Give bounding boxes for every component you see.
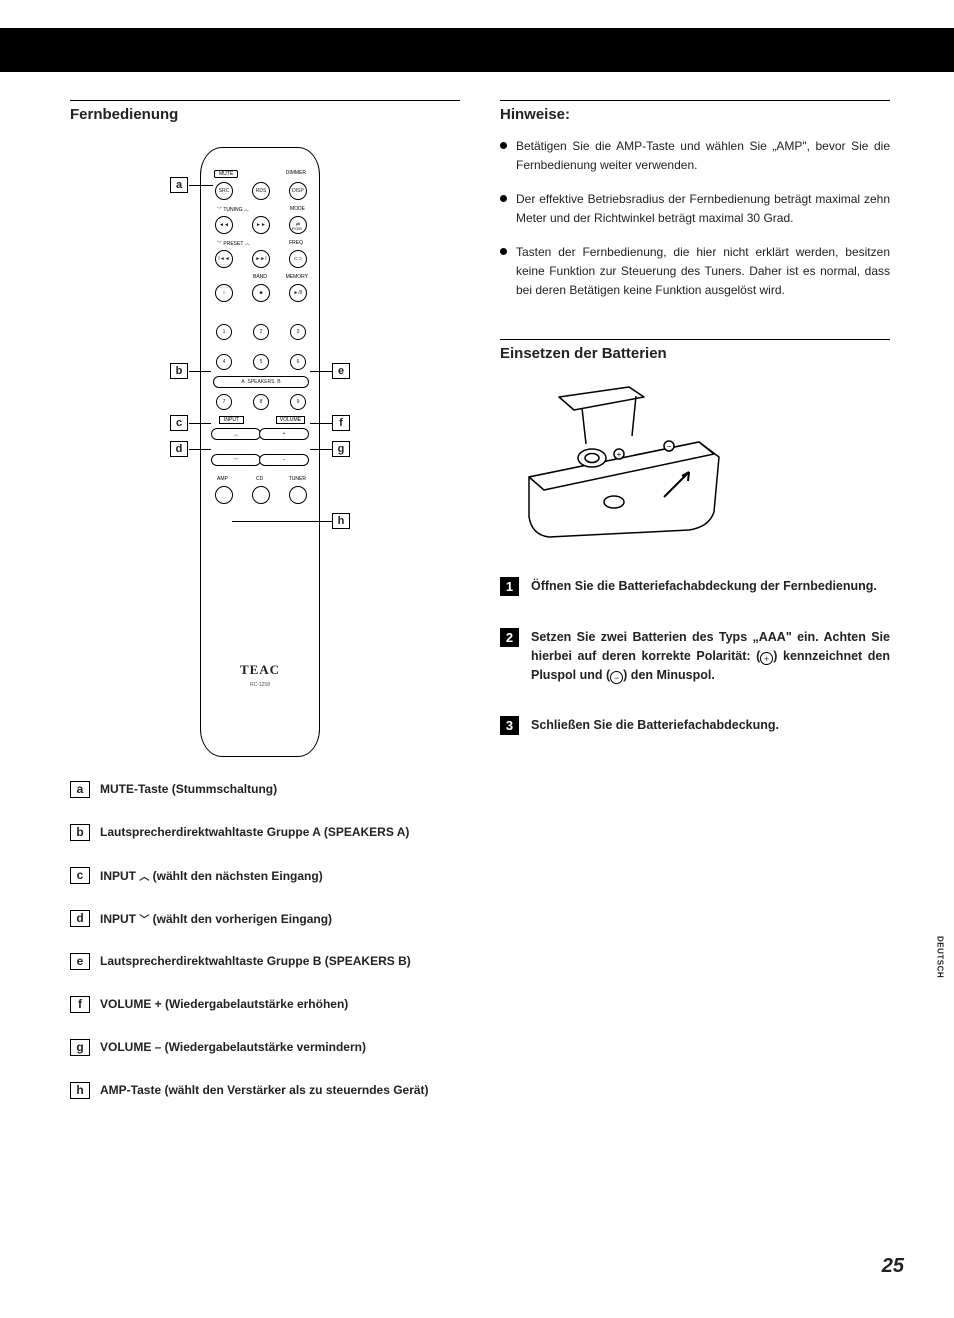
btn-2: 2 (253, 324, 269, 340)
notes-list: Betätigen Sie die AMP-Taste und wählen S… (500, 137, 890, 299)
step-text: Setzen Sie zwei Batterien des Typs „AAA"… (531, 628, 890, 684)
legend-key: b (70, 824, 90, 841)
remote-body: MUTE DIMMER SRC RDS DISP ﹀ TUNING ︿ MODE… (200, 147, 320, 757)
btn-freq: ⊂⊃ (289, 250, 307, 268)
remote-figure: MUTE DIMMER SRC RDS DISP ﹀ TUNING ︿ MODE… (70, 137, 450, 777)
remote-brand: TEAC (201, 662, 319, 678)
legend-item: e Lautsprecherdirektwahltaste Gruppe B (… (70, 953, 460, 970)
section-title-left: Fernbedienung (70, 100, 460, 123)
legend-text: VOLUME + (Wiedergabelautstärke erhöhen) (100, 996, 348, 1011)
btn-stop: ■ (252, 284, 270, 302)
battery-title: Einsetzen der Batterien (500, 339, 890, 362)
legend-item: g VOLUME – (Wiedergabelautstärke vermind… (70, 1039, 460, 1056)
note-item: Betätigen Sie die AMP-Taste und wählen S… (500, 137, 890, 174)
legend-key: g (70, 1039, 90, 1056)
notes-title: Hinweise: (500, 100, 890, 123)
btn-amp (215, 486, 233, 504)
top-black-bar (0, 28, 954, 72)
legend-text: Lautsprecherdirektwahltaste Gruppe A (SP… (100, 824, 409, 839)
legend-text: INPUT ︿ (wählt den nächsten Eingang) (100, 867, 323, 883)
step-number: 3 (500, 716, 519, 735)
legend-key: d (70, 910, 90, 927)
battery-figure: + − (514, 382, 734, 542)
callout-h: h (332, 513, 350, 529)
label-mute: MUTE (214, 170, 238, 178)
btn-play: ►/II (289, 284, 307, 302)
legend-text: AMP-Taste (wählt den Verstärker als zu s… (100, 1082, 429, 1097)
page-content: Fernbedienung MUTE DIMMER SRC RDS DISP ﹀… (70, 100, 890, 1125)
btn-disp: DISP (289, 182, 307, 200)
legend-key: h (70, 1082, 90, 1099)
callout-b: b (170, 363, 188, 379)
page-number: 25 (882, 1255, 904, 1278)
btn-input-up: ︿ (211, 428, 261, 440)
callout-f: f (332, 415, 350, 431)
right-column: Hinweise: Betätigen Sie die AMP-Taste un… (500, 100, 890, 1125)
btn-9: 9 (290, 394, 306, 410)
btn-tuning-down: ◄◄ (215, 216, 233, 234)
legend-item: h AMP-Taste (wählt den Verstärker als zu… (70, 1082, 460, 1099)
svg-text:−: − (667, 442, 672, 451)
step-text: Öffnen Sie die Batteriefachabdeckung der… (531, 577, 877, 596)
step-number: 1 (500, 577, 519, 596)
btn-volume-down: − (259, 454, 309, 466)
callout-a: a (170, 177, 188, 193)
note-item: Der effektive Betriebsradius der Fernbed… (500, 190, 890, 227)
remote-model: RC-1258 (201, 682, 319, 688)
btn-tuner (289, 486, 307, 504)
callout-c: c (170, 415, 188, 431)
legend-key: c (70, 867, 90, 884)
callout-g: g (332, 441, 350, 457)
btn-input-down: ﹀ (211, 454, 261, 466)
btn-8: 8 (253, 394, 269, 410)
btn-preset-up: ►►I (252, 250, 270, 268)
svg-text:+: + (617, 450, 622, 459)
minus-symbol: − (610, 671, 623, 684)
legend-text: MUTE-Taste (Stummschaltung) (100, 781, 277, 796)
btn-preset-down: I◄◄ (215, 250, 233, 268)
legend-key: f (70, 996, 90, 1013)
language-tab: DEUTSCH (926, 930, 954, 984)
btn-tuning-up: ►► (252, 216, 270, 234)
btn-6: 6 (290, 354, 306, 370)
legend-text: VOLUME – (Wiedergabelautstärke verminder… (100, 1039, 366, 1054)
btn-cd (252, 486, 270, 504)
btn-src: SRC (215, 182, 233, 200)
step-item: 1 Öffnen Sie die Batteriefachabdeckung d… (500, 577, 890, 596)
legend-list: a MUTE-Taste (Stummschaltung) b Lautspre… (70, 781, 460, 1099)
btn-mode: ⇄ (289, 216, 307, 234)
btn-speakers: A SPEAKERS B (213, 376, 309, 388)
btn-5: 5 (253, 354, 269, 370)
legend-key: e (70, 953, 90, 970)
steps-list: 1 Öffnen Sie die Batteriefachabdeckung d… (500, 577, 890, 735)
btn-3: 3 (290, 324, 306, 340)
step-item: 3 Schließen Sie die Batteriefachabdeckun… (500, 716, 890, 735)
btn-volume-up: + (259, 428, 309, 440)
step-number: 2 (500, 628, 519, 647)
btn-1: 1 (216, 324, 232, 340)
callout-e: e (332, 363, 350, 379)
language-tab-text: DEUTSCH (926, 930, 954, 984)
note-item: Tasten der Fernbedienung, die hier nicht… (500, 243, 890, 299)
btn-7: 7 (216, 394, 232, 410)
btn-4: 4 (216, 354, 232, 370)
legend-key: a (70, 781, 90, 798)
legend-item: c INPUT ︿ (wählt den nächsten Eingang) (70, 867, 460, 884)
legend-item: d INPUT ﹀ (wählt den vorherigen Eingang) (70, 910, 460, 927)
callout-d: d (170, 441, 188, 457)
legend-text: INPUT ﹀ (wählt den vorherigen Eingang) (100, 910, 332, 926)
legend-item: f VOLUME + (Wiedergabelautstärke erhöhen… (70, 996, 460, 1013)
btn-rds: RDS (252, 182, 270, 200)
legend-text: Lautsprecherdirektwahltaste Gruppe B (SP… (100, 953, 411, 968)
legend-item: b Lautsprecherdirektwahltaste Gruppe A (… (70, 824, 460, 841)
legend-item: a MUTE-Taste (Stummschaltung) (70, 781, 460, 798)
label-dimmer: DIMMER (286, 170, 306, 176)
left-column: Fernbedienung MUTE DIMMER SRC RDS DISP ﹀… (70, 100, 460, 1125)
step-item: 2 Setzen Sie zwei Batterien des Typs „AA… (500, 628, 890, 684)
step-text: Schließen Sie die Batteriefachabdeckung. (531, 716, 779, 735)
btn-rec: ○ (215, 284, 233, 302)
plus-symbol: + (760, 652, 773, 665)
